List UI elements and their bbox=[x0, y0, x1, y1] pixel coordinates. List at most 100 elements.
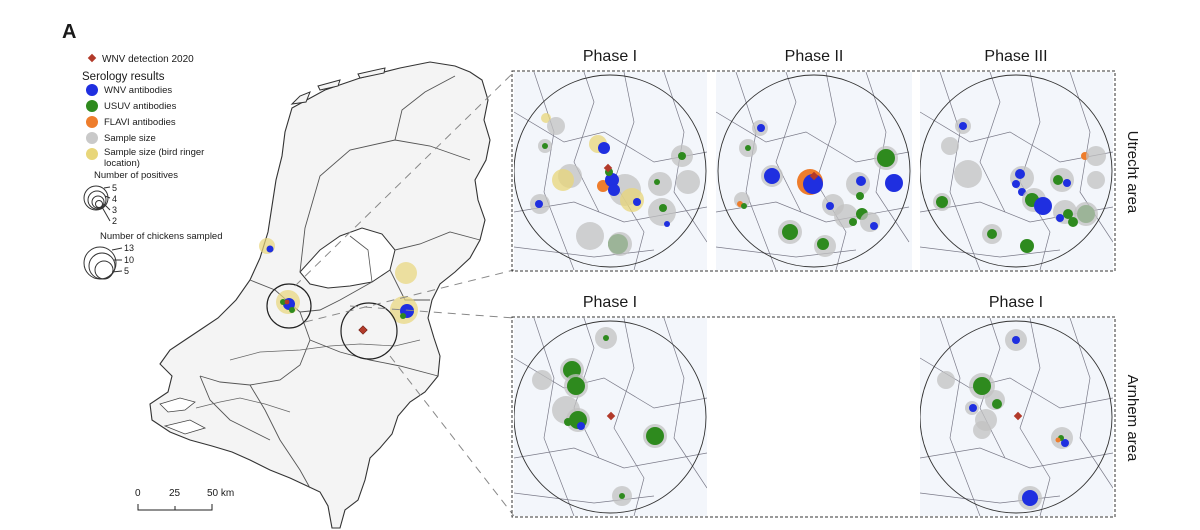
sample-dot bbox=[987, 229, 997, 239]
utrecht-phase-2-map bbox=[716, 72, 912, 270]
sample-dot bbox=[992, 399, 1002, 409]
sample-dot bbox=[648, 172, 672, 196]
sample-dot bbox=[1063, 209, 1073, 219]
wnv-detection-marker bbox=[1013, 411, 1023, 421]
sample-dot bbox=[969, 404, 977, 412]
sample-dot bbox=[1053, 175, 1063, 185]
sample-dot bbox=[1056, 214, 1064, 222]
sample-dot bbox=[620, 188, 644, 212]
positives-value-3: 3 bbox=[112, 205, 117, 215]
legend-positives-title: Number of positives bbox=[94, 170, 178, 181]
sampled-circles-icon bbox=[83, 246, 123, 280]
legend-usuv-label: USUV antibodies bbox=[104, 101, 177, 112]
sample-dot bbox=[664, 221, 670, 227]
arnhem-inset-frame bbox=[511, 316, 1116, 518]
positives-value-2: 2 bbox=[112, 216, 117, 226]
sample-dot bbox=[1055, 437, 1061, 443]
sample-dot bbox=[764, 168, 780, 184]
sample-dot bbox=[676, 170, 700, 194]
sample-dot bbox=[532, 370, 552, 390]
sample-dot bbox=[646, 427, 664, 445]
sample-dot bbox=[849, 218, 857, 226]
phase-title-utrecht-1: Phase I bbox=[583, 48, 637, 65]
legend-wnv-detection: WNV detection 2020 bbox=[102, 54, 194, 65]
sample-dot bbox=[803, 174, 823, 194]
sample-dot bbox=[1074, 202, 1098, 226]
sample-dot bbox=[885, 174, 903, 192]
legend-ringer-label-2: location) bbox=[104, 158, 140, 169]
sample-dot bbox=[608, 232, 632, 256]
sample-dot bbox=[654, 179, 660, 185]
sample-dot bbox=[826, 202, 834, 210]
sample-dot bbox=[877, 149, 895, 167]
utrecht-inset-frame bbox=[511, 70, 1116, 272]
legend-sample-label: Sample size bbox=[104, 133, 156, 144]
sample-dot bbox=[936, 196, 948, 208]
scale-tick-50: 50 km bbox=[207, 488, 234, 499]
wnv-detection-icon bbox=[87, 53, 97, 63]
inset-panels bbox=[514, 72, 1113, 516]
utrecht-phase-3-map bbox=[920, 72, 1113, 270]
sample-dot bbox=[1020, 239, 1034, 253]
sample-dot bbox=[541, 113, 551, 123]
arnhem-phase-2-map bbox=[920, 318, 1113, 516]
phase-title-utrecht-2: Phase II bbox=[785, 48, 844, 65]
sample-dot bbox=[567, 377, 585, 395]
sample-dot bbox=[603, 335, 609, 341]
legend-flavi-label: FLAVI antibodies bbox=[104, 117, 176, 128]
sample-dot bbox=[608, 184, 620, 196]
legend-wnv-label: WNV antibodies bbox=[104, 85, 172, 96]
phase-title-arnhem-2: Phase I bbox=[989, 294, 1043, 311]
sample-dot bbox=[782, 224, 798, 240]
sample-dot bbox=[941, 137, 959, 155]
sample-dot bbox=[1012, 180, 1020, 188]
legend-serology-title: Serology results bbox=[82, 71, 165, 83]
scale-tick-0: 0 bbox=[135, 488, 141, 499]
sample-dot bbox=[659, 204, 667, 212]
sample-dot bbox=[547, 117, 565, 135]
sample-dot bbox=[757, 124, 765, 132]
row-label-utrecht: Utrecht area bbox=[1124, 131, 1141, 214]
sample-dot bbox=[535, 200, 543, 208]
inset-connectors bbox=[294, 71, 515, 517]
map-sample-dots bbox=[259, 238, 418, 360]
sample-dot bbox=[870, 222, 878, 230]
sampled-value-5: 5 bbox=[124, 266, 129, 276]
sample-dot bbox=[678, 152, 686, 160]
phase-title-arnhem-1: Phase I bbox=[583, 294, 637, 311]
positives-circles-icon bbox=[83, 185, 111, 222]
sample-dot bbox=[605, 173, 619, 187]
legend-ringer-swatch bbox=[86, 148, 98, 160]
scale-tick-25: 25 bbox=[169, 488, 181, 499]
legend-flavi-swatch bbox=[86, 116, 98, 128]
positives-value-5: 5 bbox=[112, 183, 117, 193]
phase-title-utrecht-3: Phase III bbox=[984, 48, 1047, 65]
netherlands-map bbox=[149, 61, 491, 529]
sample-dot bbox=[1086, 146, 1106, 166]
sample-dot bbox=[937, 371, 955, 389]
sample-dot bbox=[741, 203, 747, 209]
sample-dot bbox=[648, 198, 676, 226]
legend-sample-swatch bbox=[86, 132, 98, 144]
sample-dot bbox=[856, 176, 866, 186]
sampled-value-10: 10 bbox=[124, 255, 134, 265]
row-label-arnhem: Arnhem area bbox=[1124, 375, 1141, 462]
positives-value-4: 4 bbox=[112, 194, 117, 204]
sample-dot bbox=[552, 169, 574, 191]
sample-dot bbox=[1087, 171, 1105, 189]
arnhem-phase-1-map bbox=[514, 318, 707, 516]
sample-dot bbox=[745, 145, 751, 151]
sample-dot bbox=[973, 377, 991, 395]
sample-dot bbox=[598, 142, 610, 154]
sample-dot bbox=[577, 422, 585, 430]
sample-dot bbox=[817, 238, 829, 250]
sample-dot bbox=[1022, 490, 1038, 506]
sample-dot bbox=[633, 198, 641, 206]
sample-dot bbox=[564, 418, 572, 426]
sample-dot bbox=[954, 160, 982, 188]
sampled-value-13: 13 bbox=[124, 243, 134, 253]
sample-dot bbox=[542, 143, 548, 149]
legend-usuv-swatch bbox=[86, 100, 98, 112]
legend-ringer-label: Sample size (bird ringer bbox=[104, 147, 204, 158]
sample-dot bbox=[1061, 439, 1069, 447]
